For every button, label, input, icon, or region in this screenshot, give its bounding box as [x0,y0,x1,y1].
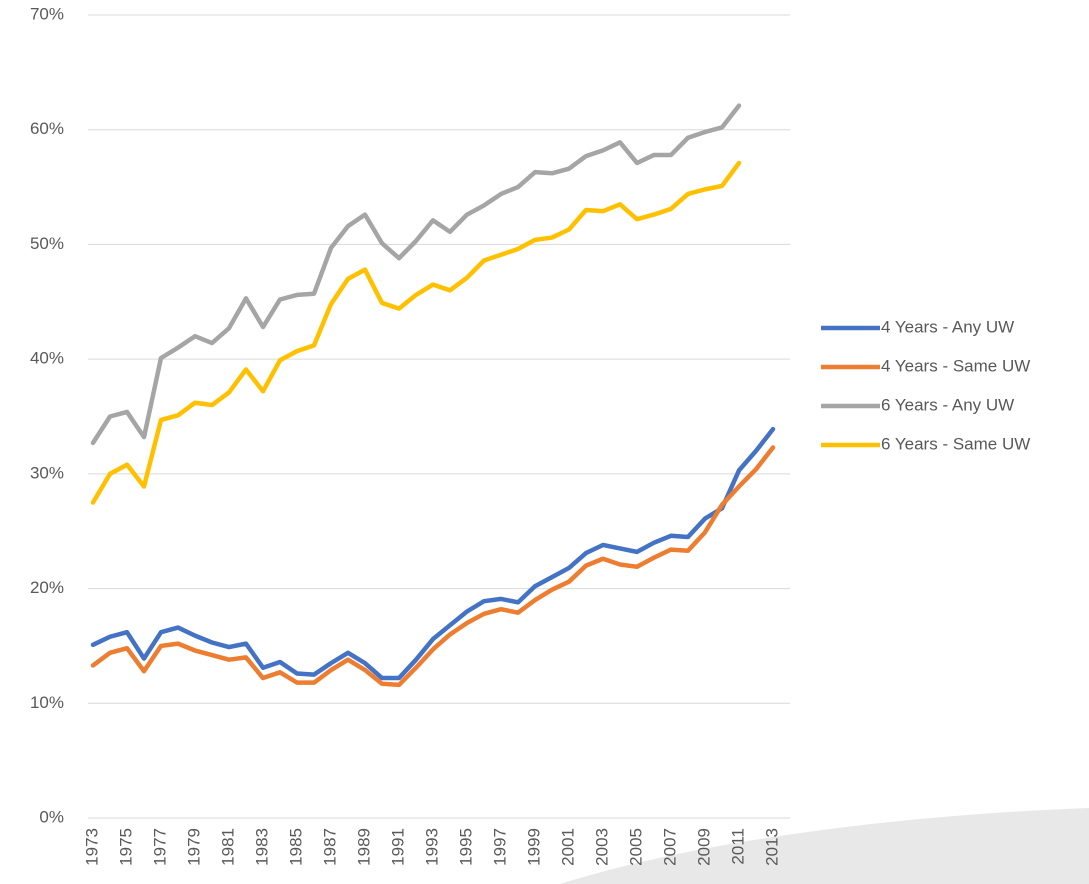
x-tick-label: 2013 [762,828,781,866]
y-tick-label: 40% [30,349,64,368]
decoration [560,808,1089,884]
x-tick-label: 1997 [490,828,509,866]
x-tick-label: 1977 [150,828,169,866]
x-tick-label: 2011 [728,828,747,865]
x-tick-label: 1981 [218,828,237,866]
y-tick-label: 50% [30,234,64,253]
legend-label: 6 Years - Any UW [881,395,1014,414]
x-tick-label: 1975 [116,828,135,866]
legend-label: 4 Years - Same UW [881,356,1030,375]
series-line [90,426,776,681]
x-tick-label: 1991 [388,828,407,866]
x-tick-label: 1983 [252,828,271,866]
y-tick-label: 0% [39,807,64,826]
series-line [90,445,776,688]
series-line [90,103,742,446]
x-tick-label: 2009 [694,828,713,866]
x-tick-label: 1989 [354,828,373,866]
x-tick-label: 2007 [660,828,679,866]
legend-label: 4 Years - Any UW [881,317,1014,336]
x-tick-label: 1987 [320,828,339,866]
series-line [90,160,742,505]
y-tick-label: 70% [30,4,64,23]
y-tick-label: 10% [30,693,64,712]
x-tick-label: 2005 [626,828,645,866]
x-tick-label: 1979 [184,828,203,866]
y-tick-label: 20% [30,578,64,597]
legend-label: 6 Years - Same UW [881,434,1030,453]
y-tick-label: 30% [30,463,64,482]
x-tick-label: 1999 [524,828,543,866]
x-tick-label: 1973 [82,828,101,866]
x-tick-label: 1995 [456,828,475,866]
x-tick-label: 2001 [558,828,577,866]
y-tick-label: 60% [30,119,64,138]
x-tick-label: 1993 [422,828,441,866]
x-tick-label: 2003 [592,828,611,866]
x-tick-label: 1985 [286,828,305,866]
